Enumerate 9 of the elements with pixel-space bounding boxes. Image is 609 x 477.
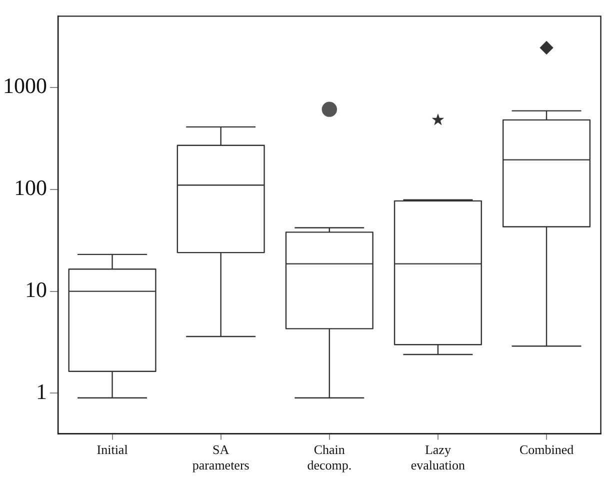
x-tick-label: Initial: [96, 442, 128, 458]
y-tick-label: 1000: [3, 73, 47, 98]
y-tick-label: 100: [14, 175, 47, 200]
x-tick-label: Chain decomp.: [307, 442, 352, 473]
x-tick-label: Combined: [519, 442, 574, 458]
y-tick-label: 10: [25, 277, 47, 302]
y-tick-label: 1: [36, 379, 47, 404]
x-tick-label: SA parameters: [192, 442, 250, 473]
x-tick-label: Lazy evaluation: [410, 442, 466, 473]
